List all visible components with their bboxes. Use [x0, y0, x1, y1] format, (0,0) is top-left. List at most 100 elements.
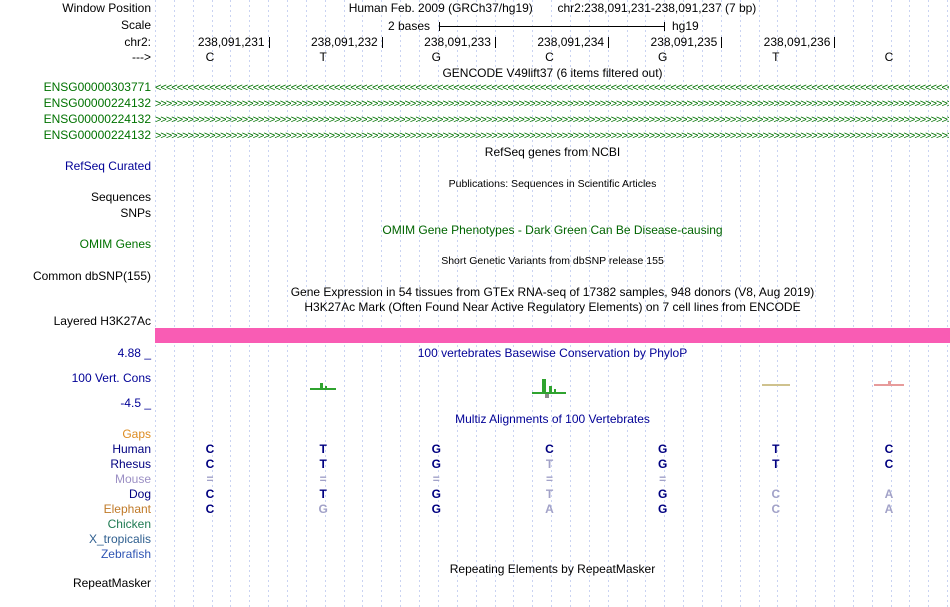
phylop-baseline-dash [310, 388, 337, 390]
alignment-base: G [431, 457, 441, 471]
title-phylop[interactable]: 100 vertebrates Basewise Conservation by… [417, 346, 688, 360]
title-refseq[interactable]: RefSeq genes from NCBI [484, 145, 621, 159]
species-label[interactable]: Zebrafish [100, 547, 151, 561]
window-position-text: chr2:238,091,231-238,091,237 (7 bp) [557, 1, 757, 15]
label-phylop-max: 4.88 _ [117, 346, 151, 360]
ruler-tick [834, 37, 836, 48]
guideline [513, 0, 515, 607]
species-label[interactable]: X_tropicalis [88, 532, 151, 546]
species-label[interactable]: Mouse [114, 472, 151, 486]
ruler-tick-label: 238,091,236 [763, 35, 831, 49]
title-omim[interactable]: OMIM Gene Phenotypes - Dark Green Can Be… [382, 223, 723, 237]
alignment-base: C [205, 457, 215, 471]
h3k27ac-signal-bar[interactable] [155, 328, 950, 343]
guideline [852, 0, 854, 607]
phylop-bar [554, 389, 557, 392]
gene-arrows[interactable]: >>>>>>>>>>>>>>>>>>>>>>>>>>>>>>>>>>>>>>>>… [155, 114, 949, 126]
base-letter: T [319, 50, 327, 64]
label-repeatmasker[interactable]: RepeatMasker [72, 576, 151, 590]
guideline [551, 0, 553, 607]
phylop-bar [319, 383, 323, 388]
guideline [305, 0, 307, 607]
title-dbsnp[interactable]: Short Genetic Variants from dbSNP releas… [441, 255, 664, 267]
title-gtex[interactable]: Gene Expression in 54 tissues from GTEx … [290, 285, 815, 299]
gene-label[interactable]: ENSG00000224132 [43, 112, 151, 126]
guideline [645, 0, 647, 607]
label-layered-h3k27ac[interactable]: Layered H3K27Ac [53, 314, 151, 328]
ruler-tick-label: 238,091,231 [197, 35, 265, 49]
alignment-base: C [205, 502, 215, 516]
scale-value: 2 bases [387, 19, 430, 33]
label-omim-genes[interactable]: OMIM Genes [79, 237, 151, 251]
ruler-tick [268, 37, 270, 48]
alignment-base: = [659, 472, 667, 486]
alignment-base: G [657, 487, 668, 501]
guideline [890, 0, 892, 607]
guideline [928, 0, 930, 607]
label-refseq-curated[interactable]: RefSeq Curated [64, 159, 151, 173]
ruler-tick-label: 238,091,232 [311, 35, 378, 49]
phylop-bar [325, 386, 328, 388]
scale-bar-right-tick [664, 22, 665, 31]
species-label[interactable]: Chicken [107, 517, 151, 531]
title-publications[interactable]: Publications: Sequences in Scientific Ar… [448, 178, 657, 190]
guideline [456, 0, 458, 607]
base-letter: C [545, 50, 554, 64]
alignment-base: T [772, 457, 780, 471]
species-label[interactable]: Rhesus [110, 457, 151, 471]
guideline [287, 0, 289, 607]
label-gaps[interactable]: Gaps [122, 427, 151, 441]
gene-arrows[interactable]: >>>>>>>>>>>>>>>>>>>>>>>>>>>>>>>>>>>>>>>>… [155, 98, 949, 110]
ruler-tick [381, 37, 383, 48]
label-vert-cons[interactable]: 100 Vert. Cons [71, 371, 151, 385]
alignment-base: C [884, 457, 894, 471]
species-label[interactable]: Elephant [103, 502, 151, 516]
ruler-tick-label: 238,091,235 [650, 35, 718, 49]
alignment-base: C [205, 442, 215, 456]
guideline [947, 0, 949, 607]
title-repeatmasker[interactable]: Repeating Elements by RepeatMasker [449, 562, 656, 576]
guideline [155, 0, 156, 607]
label-window-position: Window Position [62, 1, 151, 15]
gene-arrows[interactable]: <<<<<<<<<<<<<<<<<<<<<<<<<<<<<<<<<<<<<<<<… [155, 82, 949, 94]
guideline [588, 0, 590, 607]
phylop-baseline-dash [532, 392, 567, 394]
label-scale: Scale [120, 18, 151, 32]
title-gencode[interactable]: GENCODE V49lift37 (6 items filtered out) [442, 66, 663, 80]
title-multiz[interactable]: Multiz Alignments of 100 Vertebrates [455, 412, 650, 426]
alignment-base: T [545, 487, 554, 501]
guideline [437, 0, 439, 607]
guideline [192, 0, 194, 607]
gene-arrows[interactable]: >>>>>>>>>>>>>>>>>>>>>>>>>>>>>>>>>>>>>>>>… [155, 130, 949, 142]
position-header: Human Feb. 2009 (GRCh37/hg19) chr2:238,0… [155, 1, 950, 15]
gene-label[interactable]: ENSG00000224132 [43, 128, 151, 142]
guideline [720, 0, 722, 607]
alignment-base: C [205, 487, 215, 501]
base-letter: G [431, 50, 441, 64]
guideline [268, 0, 270, 607]
guideline [211, 0, 213, 607]
guideline [173, 0, 175, 607]
assembly-short-label: hg19 [672, 19, 699, 33]
label-common-dbsnp[interactable]: Common dbSNP(155) [32, 269, 151, 283]
species-label[interactable]: Human [112, 442, 151, 456]
gene-label[interactable]: ENSG00000224132 [43, 96, 151, 110]
title-h3k27ac[interactable]: H3K27Ac Mark (Often Found Near Active Re… [304, 300, 801, 314]
ruler-tick [721, 37, 723, 48]
label-snps[interactable]: SNPs [120, 206, 151, 220]
alignment-base: T [772, 442, 780, 456]
alignment-base: G [657, 502, 668, 516]
label-sequences[interactable]: Sequences [90, 190, 151, 204]
alignment-base: G [431, 442, 441, 456]
guideline [419, 0, 421, 607]
gene-label[interactable]: ENSG00000303771 [43, 80, 151, 94]
scale-bar-left-tick [439, 22, 440, 31]
guideline [758, 0, 760, 607]
guideline [400, 0, 402, 607]
species-label[interactable]: Dog [128, 487, 151, 501]
phylop-bar [542, 379, 547, 392]
guideline [362, 0, 364, 607]
guideline [381, 0, 383, 607]
base-letter: G [657, 50, 668, 64]
ruler-tick [608, 37, 610, 48]
